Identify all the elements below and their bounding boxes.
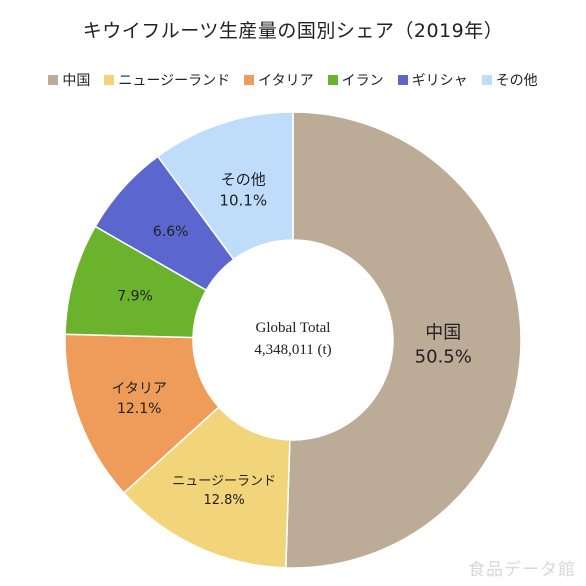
legend-swatch bbox=[104, 75, 115, 85]
legend-swatch bbox=[48, 75, 59, 85]
slice-value-label: 12.8% bbox=[203, 493, 244, 508]
legend-label: ギリシャ bbox=[411, 73, 468, 89]
legend-swatch bbox=[481, 75, 492, 85]
legend-item: ギリシャ bbox=[397, 70, 468, 90]
legend-item: ニュージーランド bbox=[104, 70, 230, 90]
slice-category-label: その他 bbox=[221, 171, 266, 189]
chart-title: キウイフルーツ生産量の国別シェア（2019年） bbox=[82, 20, 504, 42]
legend-label: イラン bbox=[341, 73, 384, 89]
legend-item: 中国 bbox=[48, 70, 90, 90]
center-total-value: 4,348,011 (t) bbox=[254, 342, 331, 358]
slice-value-label: 50.5% bbox=[415, 346, 472, 367]
donut-slice bbox=[156, 111, 294, 261]
legend-label: イタリア bbox=[258, 73, 314, 89]
slice-value-label: 7.9% bbox=[117, 289, 153, 305]
legend-swatch bbox=[397, 75, 408, 85]
center-total-title: Global Total bbox=[256, 320, 331, 336]
legend-label: ニュージーランド bbox=[118, 73, 231, 89]
slice-value-label: 6.6% bbox=[153, 224, 189, 240]
legend-item: イタリア bbox=[244, 70, 314, 90]
legend-label: その他 bbox=[495, 73, 538, 89]
slice-category-label: 中国 bbox=[425, 322, 461, 343]
slice-category-label: ニュージーランド bbox=[172, 474, 276, 489]
slice-value-label: 12.1% bbox=[117, 401, 161, 417]
legend-swatch bbox=[244, 75, 255, 85]
slice-category-label: イタリア bbox=[111, 381, 166, 397]
donut-slice bbox=[122, 406, 291, 569]
legend-item: イラン bbox=[327, 70, 384, 90]
legend-item: その他 bbox=[481, 70, 538, 90]
chart-legend: 中国 ニュージーランド イタリア イラン ギリシャ その他 bbox=[0, 70, 586, 90]
legend-label: 中国 bbox=[62, 73, 91, 89]
slice-value-label: 10.1% bbox=[219, 192, 267, 210]
watermark: 食品データ館 bbox=[468, 560, 576, 580]
legend-swatch bbox=[327, 75, 338, 85]
donut-slice bbox=[285, 111, 522, 569]
